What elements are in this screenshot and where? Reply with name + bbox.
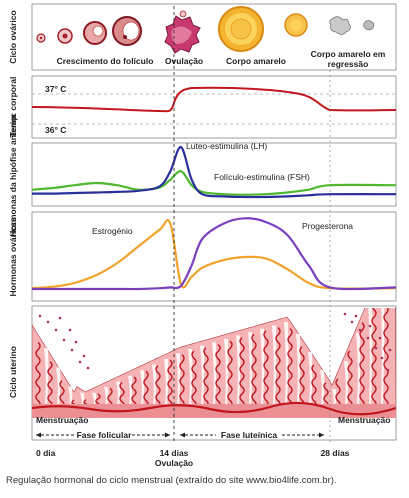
row-label-uterine-cycle: Ciclo uterino (8, 346, 18, 398)
label-regression-2: regressão (328, 59, 369, 69)
label-corpus-luteum: Corpo amarelo (226, 56, 286, 66)
label-ovulation-top: Ovulação (165, 56, 203, 66)
row-label-pituitary: Hormonas da hipófise anterior (8, 113, 18, 237)
row-label-ovarian-hormones: Hormonas ováricas (8, 217, 18, 296)
label-day14: 14 dias (160, 448, 189, 458)
label-lh: Luteo-estimulina (LH) (186, 141, 267, 151)
endometrium (32, 308, 396, 418)
label-day28: 28 dias (321, 448, 350, 458)
label-menstruation-left: Menstruação (36, 415, 88, 425)
pituitary-series-group (31, 145, 397, 199)
label-regression-1: Corpo amarelo em (311, 49, 386, 59)
temp-high-label: 37° C (45, 84, 66, 94)
label-follicular-phase: Fase folicular (77, 430, 132, 440)
luteal-phase-arrow (180, 432, 324, 438)
label-progesterone: Progesterona (302, 221, 353, 231)
figure-caption: Regulação hormonal do ciclo menstrual (e… (6, 475, 337, 486)
temperature-panel (31, 75, 397, 139)
follicle-stages (36, 16, 142, 46)
label-day0: 0 dia (36, 448, 56, 458)
ovarian-hormone-panel (31, 211, 397, 302)
label-estrogen: Estrogénio (92, 226, 133, 236)
label-luteal-phase: Fase luteínica (221, 430, 277, 440)
label-menstruation-right: Menstruação (338, 415, 390, 425)
label-follicle-growth: Crescimento do folículo (57, 56, 154, 66)
lh-series-line (31, 145, 397, 199)
regressing-corpus-luteum (329, 16, 375, 35)
row-label-ovarian-cycle: Ciclo ovárico (8, 10, 18, 63)
temperature-curve (31, 86, 397, 113)
ovarian-series-group (31, 217, 397, 291)
temp-low-label: 36° C (45, 125, 66, 135)
fsh-series-line (31, 170, 397, 196)
progesterone-series-line (32, 217, 397, 291)
estrogen-series-line (31, 219, 397, 290)
menstrual-debris (38, 312, 392, 372)
corpus-luteum (218, 6, 308, 52)
label-ovulation-bottom: Ovulação (155, 458, 193, 468)
label-fsh: Folículo-estimulina (FSH) (214, 172, 310, 182)
row-label-body-temp: Temp. corporal (8, 77, 18, 138)
follicular-phase-arrow (36, 432, 170, 438)
